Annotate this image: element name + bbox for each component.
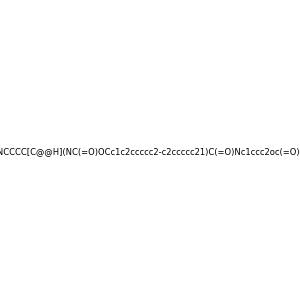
Text: CC(=O)NCCCC[C@@H](NC(=O)OCc1c2ccccc2-c2ccccc21)C(=O)Nc1ccc2oc(=O)cc(C)c2c1: CC(=O)NCCCC[C@@H](NC(=O)OCc1c2ccccc2-c2c…	[0, 147, 300, 156]
